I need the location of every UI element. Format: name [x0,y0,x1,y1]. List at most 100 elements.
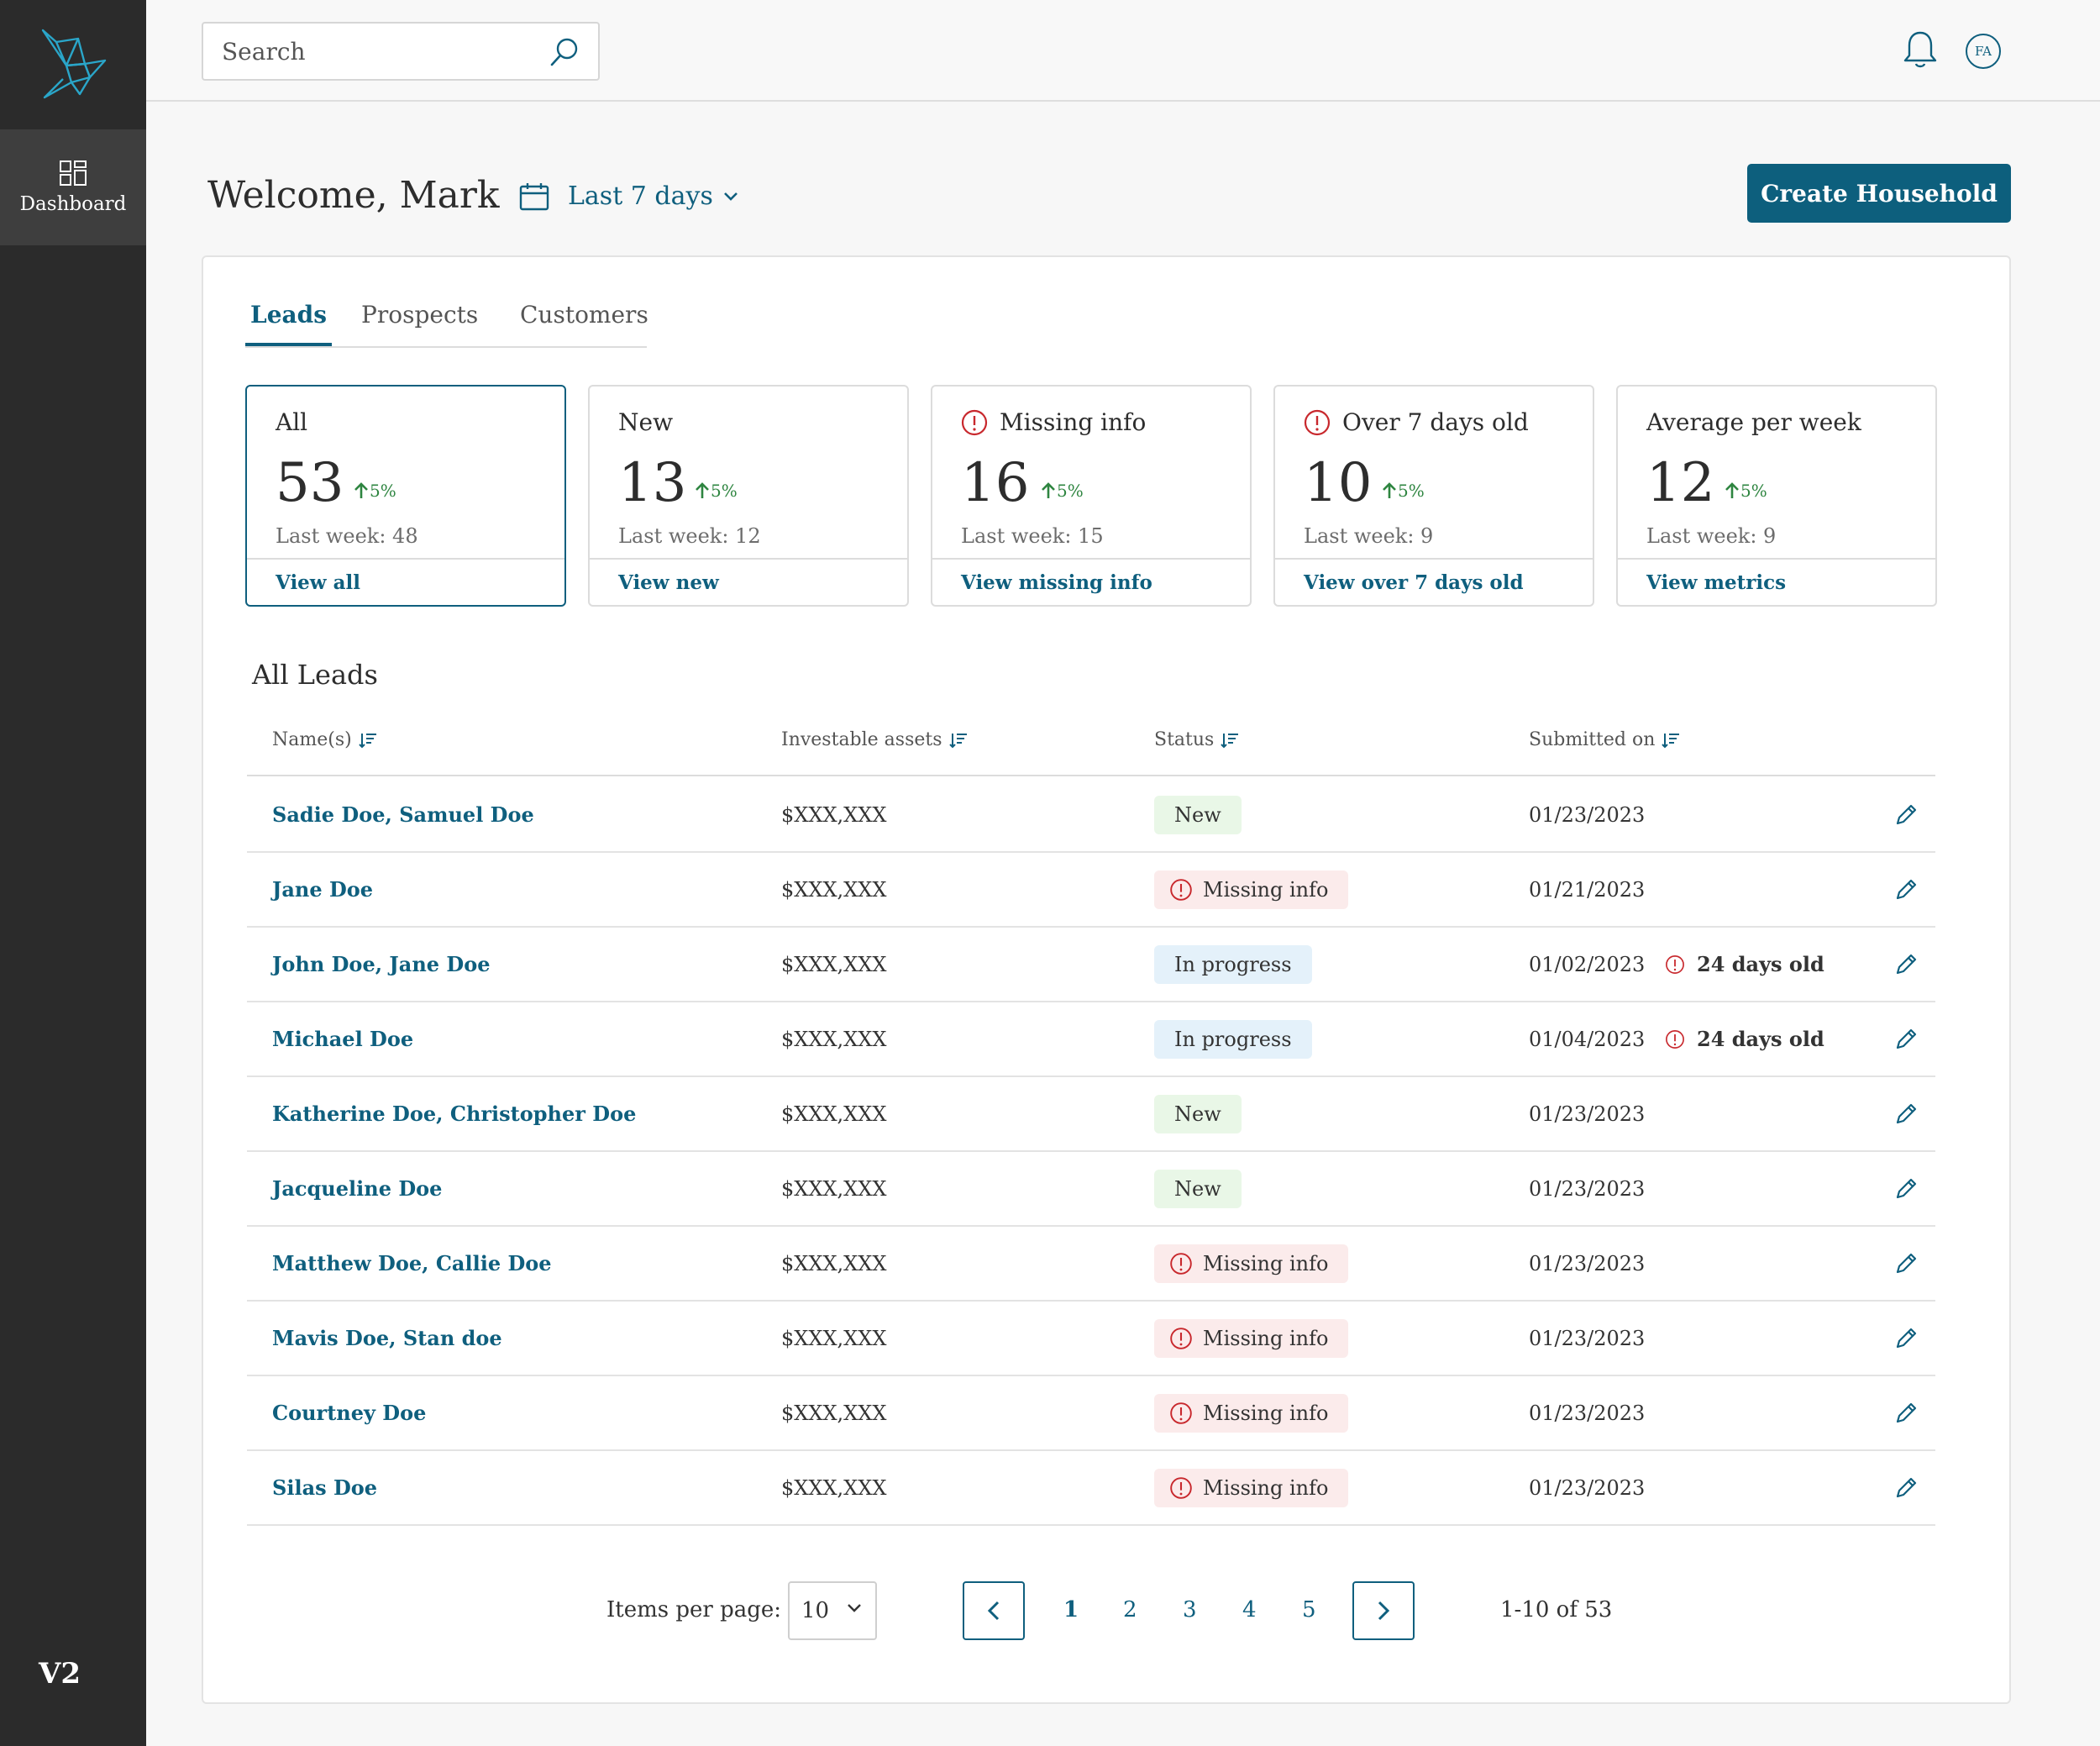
column-header-status[interactable]: Status [1154,729,1239,750]
table-row[interactable]: John Doe, Jane Doe $XXX,XXX In progress 01/… [247,928,1935,1002]
bird-logo-icon [41,29,107,99]
pencil-edit-icon[interactable] [1893,952,1919,977]
pagination-range: 1-10 of 53 [1500,1597,1613,1622]
edit-button[interactable] [1893,1451,1919,1524]
stat-card-new[interactable]: New 13 5% Last week: 12 View new [588,385,909,607]
status-badge: Missing info [1154,1393,1349,1433]
notification-bell-icon[interactable] [1902,29,1939,71]
stat-card-over-7-days[interactable]: Over 7 days old 10 5% Last week: 9 View … [1273,385,1594,607]
investable-assets: $XXX,XXX [781,1401,887,1425]
edit-button[interactable] [1893,1002,1919,1075]
table-row[interactable]: Jacqueline Doe $XXX,XXX New 01/23/2023 [247,1152,1935,1227]
sort-icon [948,733,967,748]
view-new-link[interactable]: View new [618,571,719,594]
chevron-right-icon [1378,1601,1390,1621]
lead-name-link[interactable]: John Doe, Jane Doe [272,952,491,976]
table-row[interactable]: Matthew Doe, Callie Doe $XXX,XXX Missing i… [247,1227,1935,1302]
pencil-edit-icon[interactable] [1893,1102,1919,1127]
tab-customers[interactable]: Customers [520,301,648,329]
lead-name-link[interactable]: Courtney Doe [272,1401,427,1425]
investable-assets: $XXX,XXX [781,877,887,902]
sidebar-item-dashboard[interactable]: Dashboard [0,129,146,245]
view-metrics-link[interactable]: View metrics [1646,571,1787,594]
edit-button[interactable] [1893,1376,1919,1449]
view-all-link[interactable]: View all [276,571,360,594]
submitted-date: 01/23/2023 [1529,1102,1646,1126]
pencil-edit-icon[interactable] [1893,1401,1919,1426]
alert-circle-icon [1170,878,1192,901]
table-row[interactable]: Mavis Doe, Stan doe $XXX,XXX Missing info 0… [247,1302,1935,1376]
lead-name-link[interactable]: Jane Doe [272,877,374,902]
column-header-submitted[interactable]: Submitted on [1529,729,1680,750]
view-missing-info-link[interactable]: View missing info [961,571,1152,594]
lead-name-link[interactable]: Silas Doe [272,1475,378,1500]
view-over-7-days-link[interactable]: View over 7 days old [1304,571,1524,594]
submitted-date: 01/23/2023 [1529,802,1646,827]
items-per-page-select[interactable]: 10 [788,1581,877,1640]
avatar[interactable]: FA [1966,34,2001,69]
age-text: 24 days old [1697,1027,1824,1051]
pencil-edit-icon[interactable] [1893,877,1919,902]
edit-button[interactable] [1893,1077,1919,1150]
stat-card-all[interactable]: All 53 5% Last week: 48 View all [245,385,566,607]
prev-page-button[interactable] [963,1581,1025,1640]
status-cell: Missing info [1154,853,1349,926]
stat-delta: 5% [1040,481,1084,501]
submitted-date: 01/23/2023 [1529,1401,1646,1425]
stat-last-week: Last week: 48 [276,524,418,548]
stat-delta: 5% [1381,481,1425,501]
edit-button[interactable] [1893,1152,1919,1225]
edit-button[interactable] [1893,1302,1919,1375]
lead-name-link[interactable]: Jacqueline Doe [272,1176,443,1201]
pencil-edit-icon[interactable] [1893,1176,1919,1202]
tab-leads[interactable]: Leads [245,301,332,346]
date-range-dropdown[interactable]: Last 7 days [519,181,738,211]
stat-card-average-per-week[interactable]: Average per week 12 5% Last week: 9 View… [1616,385,1937,607]
lead-name-link[interactable]: Mavis Doe, Stan doe [272,1326,502,1350]
pencil-edit-icon[interactable] [1893,1326,1919,1351]
table-row[interactable]: Courtney Doe $XXX,XXX Missing info 01/23/20… [247,1376,1935,1451]
page-3-button[interactable]: 3 [1183,1597,1197,1622]
search-input[interactable] [222,24,533,79]
column-header-assets[interactable]: Investable assets [781,729,968,750]
lead-name-link[interactable]: Sadie Doe, Samuel Doe [272,802,534,827]
tab-bar: Leads Prospects Customers [245,301,648,348]
status-text: New [1174,1102,1221,1126]
pencil-edit-icon[interactable] [1893,1475,1919,1501]
topbar: FA [146,0,2100,102]
pencil-edit-icon[interactable] [1893,1027,1919,1052]
edit-button[interactable] [1893,928,1919,1001]
next-page-button[interactable] [1352,1581,1415,1640]
create-household-button[interactable]: Create Household [1747,164,2011,223]
table-row[interactable]: Katherine Doe, Christopher Doe $XXX,XXX Ne… [247,1077,1935,1152]
tab-prospects[interactable]: Prospects [361,301,479,329]
page-5-button[interactable]: 5 [1302,1597,1316,1622]
investable-assets: $XXX,XXX [781,1251,887,1275]
pencil-edit-icon[interactable] [1893,802,1919,828]
table-row[interactable]: Silas Doe $XXX,XXX Missing info 01/23/2023 [247,1451,1935,1526]
pencil-edit-icon[interactable] [1893,1251,1919,1276]
search-icon[interactable] [548,35,581,69]
lead-name-link[interactable]: Matthew Doe, Callie Doe [272,1251,552,1275]
lead-name-link[interactable]: Katherine Doe, Christopher Doe [272,1102,637,1126]
table-row[interactable]: Sadie Doe, Samuel Doe $XXX,XXX New 01/23/20… [247,778,1935,853]
edit-button[interactable] [1893,1227,1919,1300]
logo[interactable] [0,0,146,129]
chevron-down-icon [848,1604,861,1612]
page-2-button[interactable]: 2 [1123,1597,1137,1622]
stat-title-text: Over 7 days old [1342,408,1529,436]
status-cell: In progress [1154,928,1312,1001]
edit-button[interactable] [1893,778,1919,851]
page-1-button[interactable]: 1 [1063,1597,1079,1622]
page-4-button[interactable]: 4 [1242,1597,1257,1622]
stat-card-missing-info[interactable]: Missing info 16 5% Last week: 15 View mi… [931,385,1252,607]
edit-button[interactable] [1893,853,1919,926]
column-header-names[interactable]: Name(s) [272,729,377,750]
lead-name-link[interactable]: Michael Doe [272,1027,414,1051]
alert-circle-icon [961,409,988,435]
status-badge: New [1154,795,1242,834]
stat-last-week: Last week: 12 [618,524,761,548]
status-badge: New [1154,1169,1242,1208]
table-row[interactable]: Michael Doe $XXX,XXX In progress 01/04/2023… [247,1002,1935,1077]
table-row[interactable]: Jane Doe $XXX,XXX Missing info 01/21/2023 [247,853,1935,928]
